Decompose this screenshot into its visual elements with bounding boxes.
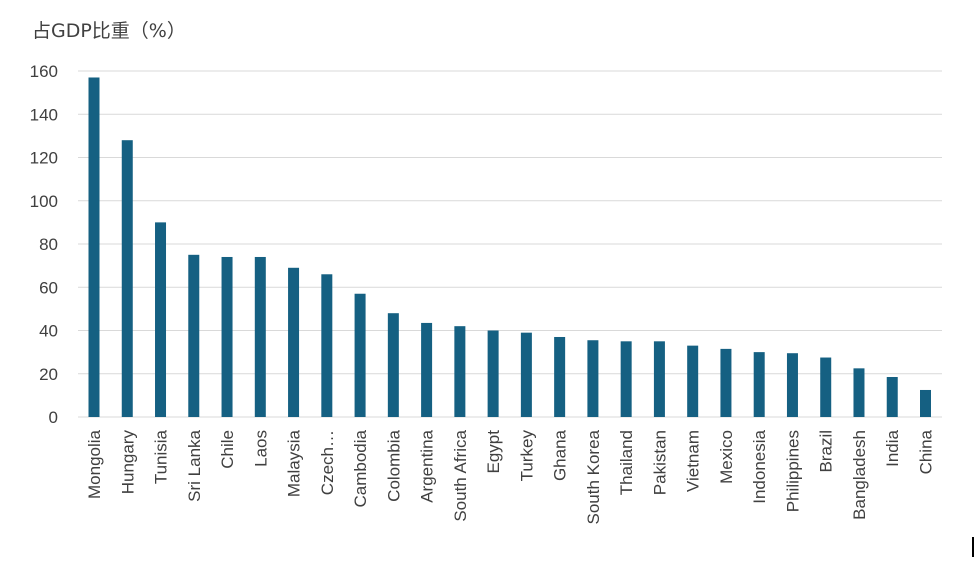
y-tick-label: 160	[30, 62, 58, 81]
bar-argentina	[421, 322, 433, 417]
bar-mexico	[720, 348, 732, 417]
bar-ghana	[554, 336, 566, 417]
x-category-label: Hungary	[118, 430, 137, 495]
bar-tunisia	[155, 222, 167, 417]
y-tick-label: 80	[39, 235, 58, 254]
text-cursor	[972, 537, 974, 557]
x-category-label: Sri Lanka	[185, 429, 204, 501]
bar-vietnam	[687, 345, 699, 417]
y-tick-label: 120	[30, 149, 58, 168]
bar-china	[920, 389, 931, 417]
gridlines	[78, 70, 942, 418]
y-axis-ticks: 0 20 40 60 80 100 120 140 160	[30, 62, 58, 427]
x-category-label: Indonesia	[750, 429, 769, 503]
x-category-label: Malaysia	[285, 429, 304, 497]
bar-indonesia	[753, 352, 765, 417]
bar-hungary	[121, 140, 133, 417]
bar-egypt	[487, 330, 499, 417]
x-category-label: Egypt	[484, 430, 503, 474]
y-tick-label: 60	[39, 278, 58, 297]
x-category-label: Argentina	[418, 429, 437, 502]
x-category-label: Czech…	[318, 430, 337, 495]
x-category-label: Mongolia	[85, 429, 104, 499]
x-category-label: India	[883, 429, 902, 466]
bar-mongolia	[88, 77, 100, 418]
x-category-label: Vietnam	[684, 430, 703, 492]
bar-bangladesh	[853, 368, 865, 417]
x-category-label: Chile	[218, 430, 237, 469]
bars	[88, 77, 931, 418]
bar-pakistan	[653, 341, 665, 417]
bar-south-africa	[454, 326, 466, 417]
x-category-label: Bangladesh	[850, 430, 869, 520]
bar-south-korea	[587, 340, 599, 417]
y-tick-label: 20	[39, 365, 58, 384]
bar-laos	[254, 256, 266, 417]
x-category-label: South Africa	[451, 429, 470, 521]
x-category-label: Laos	[251, 430, 270, 467]
y-tick-label: 40	[39, 322, 58, 341]
chart-title: 占GDP比重（%）	[32, 20, 186, 42]
bar-philippines	[786, 353, 798, 417]
y-tick-label: 0	[49, 408, 58, 427]
x-category-label: Ghana	[551, 429, 570, 481]
x-category-label: Pakistan	[650, 430, 669, 495]
bar-cambodia	[354, 293, 366, 417]
x-category-label: Tunisia	[152, 429, 171, 484]
bar-czech	[321, 274, 333, 417]
bar-thailand	[620, 341, 632, 417]
x-category-label: Cambodia	[351, 429, 370, 507]
x-category-label: South Korea	[584, 429, 603, 524]
y-tick-label: 140	[30, 105, 58, 124]
x-category-label: Turkey	[517, 430, 536, 482]
bar-chile	[221, 256, 233, 417]
x-category-label: Colombia	[384, 429, 403, 501]
y-tick-label: 100	[30, 192, 58, 211]
bar-sri-lanka	[188, 254, 200, 417]
bar-colombia	[387, 313, 399, 417]
x-category-label: Brazil	[817, 430, 836, 473]
bar-india	[886, 376, 898, 417]
x-category-label: Philippines	[783, 430, 802, 512]
bar-malaysia	[288, 267, 300, 417]
x-category-label: Thailand	[617, 430, 636, 495]
x-category-label: China	[917, 429, 936, 474]
bar-turkey	[520, 332, 532, 417]
bar-brazil	[820, 357, 832, 417]
x-axis-labels: Mongolia Hungary Tunisia Sri Lanka Chile Laos…	[85, 429, 936, 524]
x-category-label: Mexico	[717, 430, 736, 484]
